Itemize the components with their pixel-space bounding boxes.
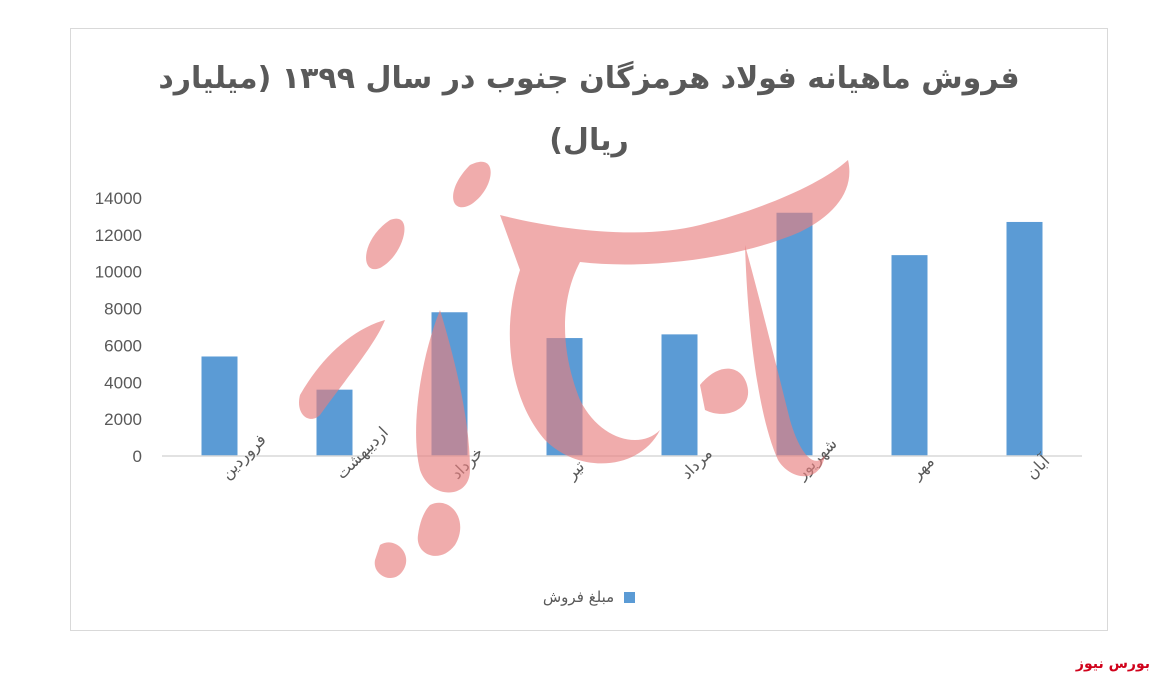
y-tick-label: 8000 [104,300,142,319]
bar [891,255,928,456]
y-tick-label: 0 [133,447,142,466]
y-tick-label: 12000 [95,226,142,245]
y-tick-label: 2000 [104,410,142,429]
y-tick-label: 6000 [104,336,142,355]
chart-title-line-1: فروش ماهیانه فولاد هرمزگان جنوب در سال ۱… [158,61,1020,96]
y-tick-label: 14000 [95,189,142,208]
chart-title-line-2: ریال) [549,123,629,158]
brand-watermark-text: بورس نیوز [1075,656,1150,672]
bar [1006,221,1043,456]
chart-legend: مبلغ فروش [70,588,1108,606]
bar [546,338,583,456]
legend-swatch [624,591,636,603]
chart-title: فروش ماهیانه فولاد هرمزگان جنوب در سال ۱… [70,48,1108,172]
legend-label: مبلغ فروش [542,588,615,606]
y-tick-label: 4000 [104,373,142,392]
x-tick-label: تیر [561,457,589,485]
bar [661,334,698,456]
bar [316,389,353,456]
y-tick-label: 10000 [95,263,142,282]
bar [201,356,238,456]
bar [776,212,813,456]
bar [431,312,468,456]
